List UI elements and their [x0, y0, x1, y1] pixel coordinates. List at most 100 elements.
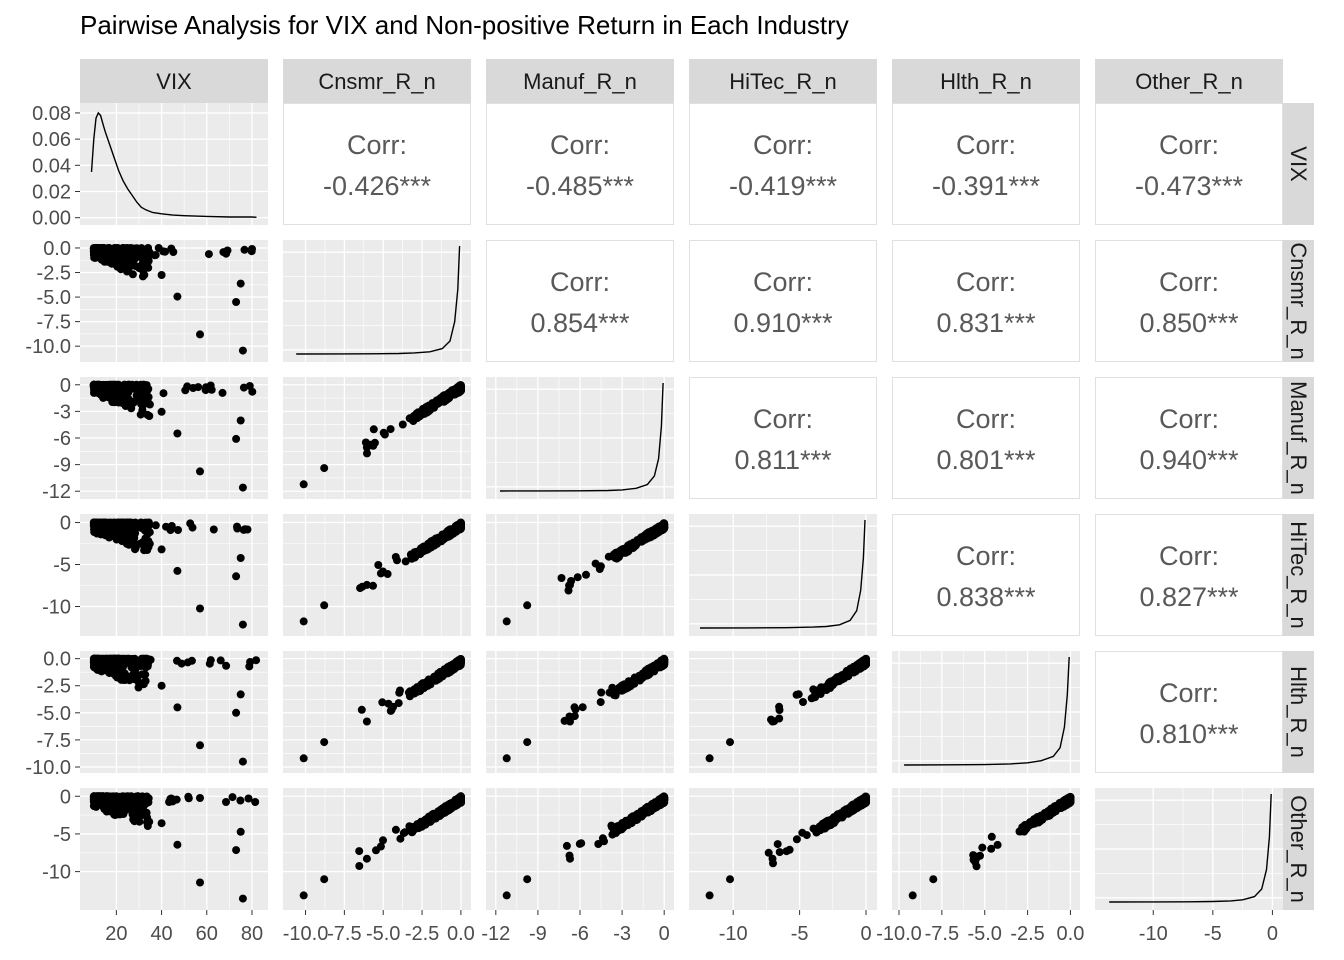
scatter-point: [222, 249, 231, 258]
scatter-point: [978, 843, 987, 852]
y-tick-label: -5: [53, 824, 71, 846]
scatter-point: [146, 655, 155, 664]
scatter-point: [114, 397, 123, 406]
corr-label: Corr:: [1159, 678, 1219, 708]
corr-value: -0.419***: [729, 171, 838, 201]
x-tick-label: -2.5: [1010, 923, 1044, 945]
corr-value: -0.473***: [1135, 171, 1244, 201]
scatter-point: [357, 705, 366, 714]
corr-label: Corr:: [1159, 404, 1219, 434]
corr-label: Corr:: [550, 130, 610, 160]
y-tick-label: -5: [53, 555, 71, 577]
strip-right-hitec_r_n: [1283, 514, 1314, 636]
scatter-point: [456, 519, 465, 527]
scatter-points-hitec_r_n-manuf_r_n: [502, 519, 669, 626]
scatter-point: [430, 536, 438, 545]
y-tick-label: -9: [53, 455, 71, 477]
scatter-point: [128, 672, 137, 681]
scatter-point: [362, 717, 371, 726]
scatter-point: [110, 523, 119, 532]
x-tick-label: -7.5: [327, 923, 361, 945]
scatter-point: [1058, 799, 1067, 807]
x-tick-label: -2.5: [405, 923, 439, 945]
scatter-point: [502, 617, 511, 626]
x-tick-label: -7.5: [925, 923, 959, 945]
x-tick-label: -10: [719, 923, 748, 945]
scatter-point: [173, 292, 182, 301]
y-tick-label: 0.02: [32, 182, 71, 204]
scatter-point: [625, 815, 634, 824]
y-tick-label: 0: [60, 375, 71, 397]
scatter-point: [139, 262, 148, 271]
corr-panel: [1095, 514, 1283, 636]
scatter-point: [557, 574, 566, 582]
scatter-point: [167, 244, 176, 253]
scatter-point: [566, 854, 574, 863]
corr-value: -0.426***: [323, 171, 432, 201]
scatter-point: [125, 519, 133, 528]
scatter-point: [993, 840, 1002, 849]
y-tick-label: 0.00: [32, 208, 71, 230]
scatter-point: [659, 797, 668, 806]
scatter-point: [391, 825, 400, 834]
scatter-point: [144, 256, 153, 265]
scatter-point: [399, 829, 408, 838]
scatter-point: [604, 552, 613, 561]
strip-right-vix: [1283, 103, 1314, 225]
strip-top-label: HiTec_R_n: [729, 69, 837, 94]
y-tick-label: -6: [53, 428, 71, 450]
scatter-point: [386, 706, 395, 715]
scatter-point: [447, 386, 456, 395]
scatter-point: [245, 662, 254, 671]
scatter-point: [726, 738, 734, 747]
scatter-point: [825, 820, 834, 829]
scatter-point: [243, 525, 252, 534]
scatter-point: [112, 258, 121, 267]
scatter-point: [196, 741, 204, 750]
y-tick-label: 0.0: [43, 238, 71, 260]
scatter-point: [204, 250, 213, 259]
corr-value: 0.827***: [1139, 582, 1239, 612]
scatter-point: [799, 698, 807, 706]
scatter-point: [656, 663, 665, 672]
strip-right-label: HiTec_R_n: [1286, 521, 1311, 629]
scatter-point: [92, 246, 101, 255]
scatter-point: [562, 841, 571, 850]
scatter-point: [103, 381, 112, 390]
scatter-point: [430, 672, 439, 681]
corr-value: 0.831***: [936, 308, 1036, 338]
x-tick-label: -5: [791, 923, 809, 945]
scatter-point: [617, 821, 625, 830]
density-line-vix: [90, 111, 257, 218]
strip-right-label: VIX: [1286, 146, 1311, 182]
corr-panel: [1095, 651, 1283, 773]
scatter-point: [157, 681, 166, 690]
strip-right-other_r_n: [1283, 788, 1314, 910]
strip-top-label: VIX: [156, 69, 192, 94]
scatter-point: [369, 581, 377, 590]
scatter-point: [320, 875, 329, 884]
scatter-point: [232, 708, 241, 717]
scatter-point: [238, 894, 247, 903]
x-tick-label: -5.0: [366, 923, 400, 945]
scatter-point: [625, 545, 634, 554]
scatter-point: [705, 891, 714, 900]
scatter-point: [126, 262, 134, 271]
y-tick-label: -10: [42, 862, 71, 884]
x-tick-label: 40: [150, 923, 172, 945]
y-tick-label: -10: [42, 596, 71, 618]
corr-label: Corr:: [753, 404, 813, 434]
scatter-point: [632, 541, 641, 549]
scatter-point: [502, 754, 511, 763]
scatter-point: [101, 531, 110, 540]
scatter-point: [424, 539, 433, 548]
strip-top-vix: [80, 59, 268, 103]
scatter-point: [114, 670, 123, 678]
scatter-point: [379, 428, 388, 437]
scatter-point: [196, 794, 204, 802]
scatter-point: [607, 823, 616, 831]
scatter-point: [124, 395, 133, 404]
corr-panel: [1095, 103, 1283, 225]
y-tick-label: -2.5: [37, 676, 71, 698]
scatter-point: [861, 659, 870, 668]
